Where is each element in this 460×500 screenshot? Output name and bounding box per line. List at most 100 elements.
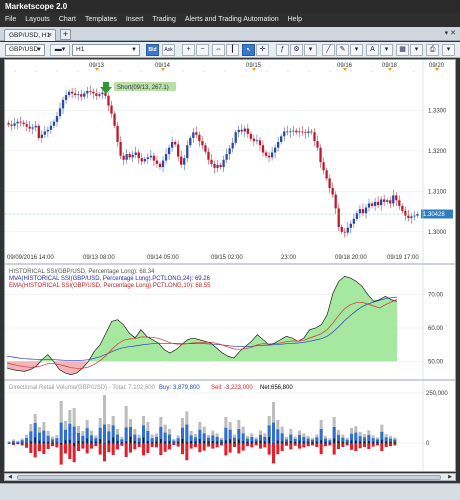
volume-sell-bar (332, 443, 336, 455)
volume-buy-bar (297, 435, 302, 443)
chevron-down-icon[interactable]: ▾ (442, 44, 455, 56)
volume-net-bar (277, 440, 279, 444)
zoom-in-icon[interactable]: + (182, 44, 195, 56)
volume-sell-bar (20, 443, 24, 446)
volume-sell-bar (228, 443, 232, 453)
tab-close-icon[interactable]: × (47, 32, 52, 39)
candle-body (122, 155, 125, 160)
candle-body (301, 131, 304, 133)
volume-sell-bar (198, 443, 202, 453)
volume-net-bar (259, 440, 262, 444)
volume-buy-bar (323, 438, 328, 443)
volume-buy-bar (310, 439, 315, 443)
volume-sell-bar (167, 443, 172, 450)
candle-body (125, 154, 128, 160)
ask-button[interactable]: Ask (162, 44, 175, 56)
candle-body (128, 154, 131, 158)
volume-buy-bar (267, 425, 271, 443)
volume-sell-bar (341, 443, 345, 447)
candle-body (222, 159, 225, 168)
menu-trading[interactable]: Trading (152, 16, 176, 23)
menu-templates[interactable]: Templates (84, 16, 117, 23)
candle-body (119, 141, 122, 156)
candle-body (107, 95, 110, 106)
bid-button[interactable]: Bid (146, 44, 159, 56)
volume-sell-bar (375, 443, 380, 446)
volume-net-bar (186, 441, 188, 444)
fit-icon[interactable]: ⇔ (212, 44, 225, 56)
volume-tick-label: 250,000 (426, 391, 448, 397)
symbol-select[interactable]: GBP/USD ▼ (5, 44, 45, 56)
volume-buy-bar (328, 440, 332, 443)
menu-alerts[interactable]: Alerts and Trading Automation (184, 16, 279, 23)
menu-chart[interactable]: Chart (58, 16, 76, 23)
signal-icon[interactable]: ⚙ (290, 44, 303, 56)
menu-layouts[interactable]: Layouts (25, 16, 50, 23)
volume-sell-bar (55, 443, 59, 448)
volume-sell-bar (384, 443, 388, 447)
volume-sell-bar (159, 443, 163, 455)
volume-buy-bar (76, 433, 81, 443)
volume-buy-bar (232, 437, 237, 443)
volume-total-bar (7, 441, 11, 443)
chart-area[interactable]: 09/13 09/14 09/15 09/16 09/18 09/20 1.3300 1.3… (4, 59, 456, 472)
volume-buy-bar (68, 423, 72, 443)
candle-body (116, 125, 119, 142)
pencil-icon[interactable]: ✎ (336, 44, 349, 56)
menu-insert[interactable]: Insert (125, 16, 144, 23)
volume-total-bar (271, 402, 276, 443)
volume-sell-bar (176, 443, 180, 447)
candle-body (80, 94, 83, 97)
candle-body (161, 160, 165, 168)
scroll-right-icon[interactable]: ▶ (448, 474, 452, 480)
timeframe-select[interactable]: H1 ▼ (72, 44, 140, 56)
candle-body (313, 132, 316, 142)
date-marker-icon (252, 68, 256, 71)
volume-net-bar (90, 441, 93, 444)
indicator-icon[interactable]: ƒ (276, 44, 289, 56)
sell-label: Sell: (211, 385, 223, 391)
volume-sell-bar (219, 443, 224, 446)
volume-buy-bar (163, 432, 167, 443)
candle-body (186, 145, 189, 159)
candle-body (389, 200, 392, 204)
volume-net-bar (151, 442, 153, 444)
scroll-left-icon[interactable]: ◀ (8, 474, 12, 480)
volume-net-bar (86, 438, 88, 444)
draw-line-icon[interactable]: ╱ (322, 44, 335, 56)
chevron-down-icon[interactable]: ▾ (350, 44, 363, 56)
candle-body (207, 151, 210, 160)
menu-help[interactable]: Help (287, 16, 303, 23)
volume-buy-bar (50, 439, 55, 443)
text-icon[interactable]: A (366, 44, 379, 56)
volume-buy-bar (107, 431, 111, 443)
candle-body (373, 201, 377, 206)
candle-body (361, 209, 365, 214)
crosshair-icon[interactable]: ✛ (256, 44, 269, 56)
volume-sell-bar (24, 443, 29, 448)
chart-type-icon[interactable]: ▬▾ (50, 44, 70, 56)
candle-body (22, 122, 25, 125)
volume-net-bar (238, 439, 240, 444)
volume-net-bar (389, 441, 392, 444)
window-controls[interactable]: ▾ ✕ (444, 30, 456, 37)
volume-sell-bar (371, 443, 375, 447)
cursor-icon[interactable]: ↖ (242, 44, 255, 56)
bars-icon[interactable]: ┃ (226, 44, 239, 56)
chevron-down-icon[interactable]: ▾ (410, 44, 423, 56)
chevron-down-icon[interactable]: ▾ (380, 44, 393, 56)
time-bottom-label: 09/13 08:00 (83, 255, 115, 261)
candle-body (98, 94, 101, 96)
chart-canvas[interactable]: 09/13 09/14 09/15 09/16 09/18 09/20 1.33001.3… (5, 60, 455, 471)
chevron-down-icon[interactable]: ▾ (304, 44, 317, 56)
add-tab-button[interactable]: + (60, 29, 71, 40)
date-top-label: 09/20 (429, 63, 445, 69)
horizontal-scrollbar[interactable]: ◀ ▶ (4, 473, 456, 481)
zoom-out-icon[interactable]: − (196, 44, 209, 56)
candle-body (7, 122, 10, 125)
tab-gbpusd-h1[interactable]: GBP/USD, H1 × (4, 29, 56, 41)
print-icon[interactable]: ⎙ (426, 44, 439, 56)
menu-file[interactable]: File (5, 16, 17, 23)
template-icon[interactable]: ▦ (396, 44, 409, 56)
scroll-thumb[interactable] (17, 475, 441, 480)
